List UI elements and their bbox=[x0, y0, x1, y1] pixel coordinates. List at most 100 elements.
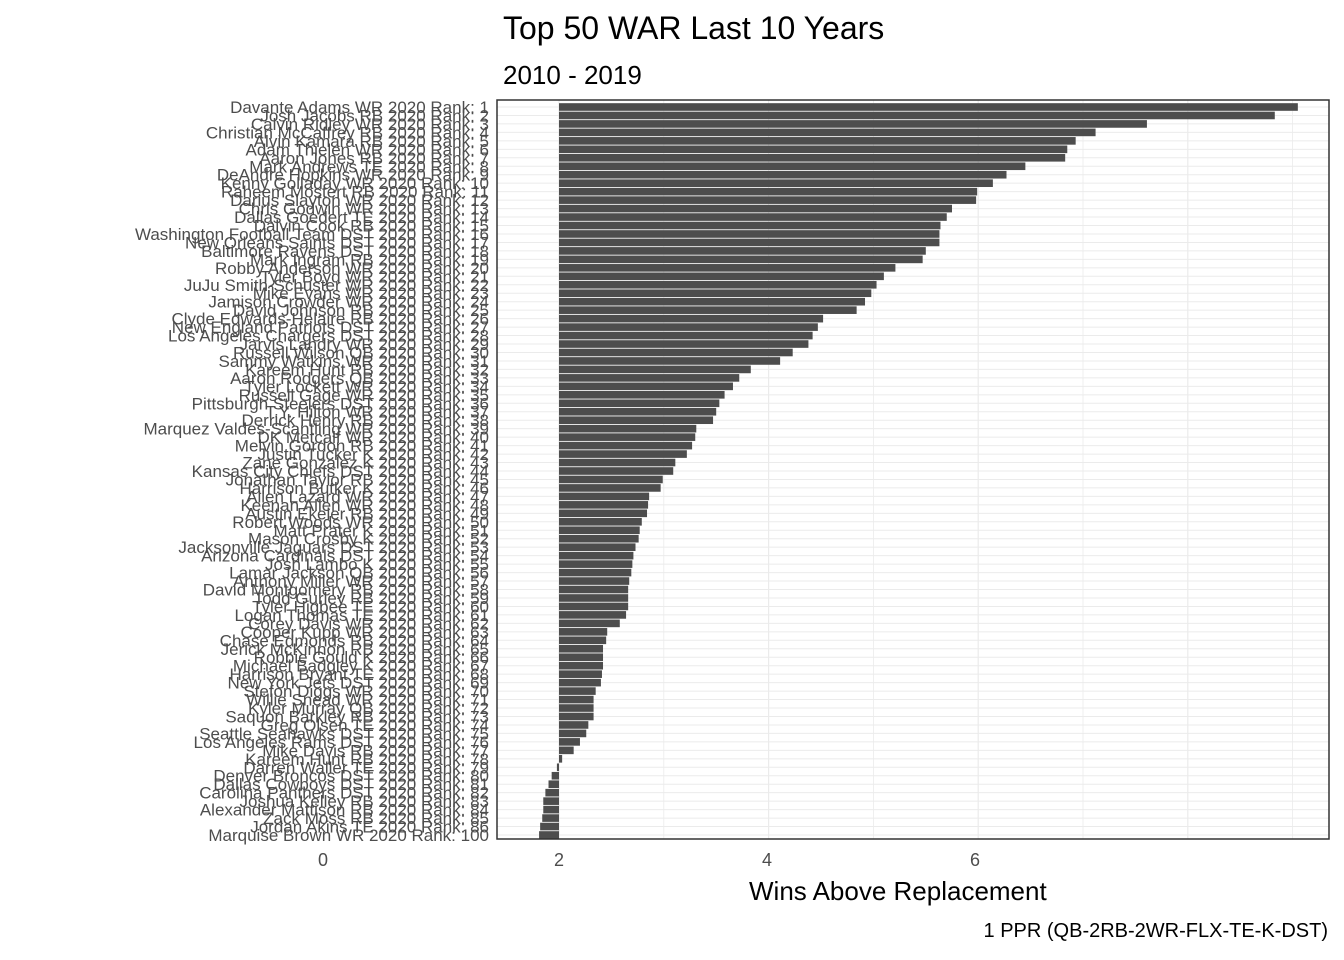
bar bbox=[559, 391, 725, 399]
y-tick-label: Joshua Kelley RB 2020 Rank: 83 bbox=[240, 792, 490, 811]
y-tick-label: David Montgomery RB 2020 Rank: 58 bbox=[203, 581, 489, 600]
y-tick-label: Jonathan Taylor RB 2020 Rank: 45 bbox=[226, 470, 489, 489]
bar bbox=[559, 280, 877, 289]
bar bbox=[543, 805, 559, 814]
y-tick-label: Alvin Kamara RB 2020 Rank: 5 bbox=[254, 132, 489, 151]
y-tick-label: Jamison Crowder WR 2020 Rank: 24 bbox=[208, 293, 489, 312]
y-tick-label: Baltimore Ravens DST 2020 Rank: 18 bbox=[201, 242, 489, 261]
y-tick-label: Washington Football Team DST 2020 Rank: … bbox=[135, 225, 489, 244]
y-tick-label: Mark Ingram RB 2020 Rank: 19 bbox=[250, 250, 489, 269]
bar bbox=[559, 755, 563, 763]
y-tick-label: T.Y. Hilton WR 2020 Rank: 37 bbox=[265, 403, 489, 422]
y-tick-label: Corey Davis WR 2020 Rank: 62 bbox=[248, 614, 489, 633]
bar bbox=[559, 230, 940, 238]
y-tick-label: Denver Broncos DST 2020 Rank: 80 bbox=[213, 767, 489, 786]
y-tick-label: Kareem Hunt RB 2020 Rank: 32 bbox=[245, 360, 489, 379]
y-tick-label: David Johnson RB 2020 Rank: 25 bbox=[233, 301, 489, 320]
bar bbox=[559, 433, 696, 441]
bar bbox=[556, 763, 559, 772]
y-tick-label: Josh Lambo K 2020 Rank: 55 bbox=[265, 555, 489, 574]
y-tick-label: Kareem Hunt RB 2020 Rank: 78 bbox=[245, 750, 489, 769]
bar bbox=[559, 644, 604, 653]
bar bbox=[559, 399, 720, 408]
y-tick-label: Tyler Boyd WR 2020 Rank: 21 bbox=[260, 267, 489, 286]
bar bbox=[542, 814, 559, 822]
bar bbox=[559, 467, 674, 475]
bar bbox=[559, 695, 594, 704]
y-tick-label: Robert Woods WR 2020 Rank: 50 bbox=[232, 513, 489, 532]
y-tick-label: Harrison Bryant TE 2020 Rank: 68 bbox=[229, 665, 489, 684]
bar bbox=[559, 526, 640, 535]
y-tick-label: Dallas Goedert TE 2020 Rank: 14 bbox=[234, 208, 489, 227]
bar bbox=[559, 264, 896, 272]
bar bbox=[559, 103, 1298, 111]
y-tick-label: Sammy Watkins WR 2020 Rank: 31 bbox=[218, 352, 489, 371]
y-tick-label: JuJu Smith-Schuster WR 2020 Rank: 22 bbox=[184, 276, 489, 295]
y-tick-label: Mike Davis RB 2020 Rank: 77 bbox=[262, 741, 489, 760]
bar bbox=[559, 492, 650, 501]
bar bbox=[559, 678, 601, 687]
y-tick-label: Tyler Higbee TE 2020 Rank: 60 bbox=[252, 597, 489, 616]
y-tick-label: Matt Prater K 2020 Rank: 51 bbox=[274, 521, 489, 540]
bar bbox=[559, 162, 1026, 171]
bar bbox=[559, 238, 940, 247]
y-tick-label: Derrick Henry RB 2020 Rank: 38 bbox=[241, 411, 489, 430]
bar bbox=[559, 628, 608, 636]
bar bbox=[559, 543, 636, 551]
bar bbox=[559, 611, 627, 619]
y-tick-label: Russell Wilson QB 2020 Rank: 30 bbox=[233, 343, 489, 362]
bar bbox=[539, 831, 559, 839]
y-tick-label: Chris Godwin WR 2020 Rank: 13 bbox=[239, 200, 489, 219]
y-tick-label: Los Angeles Chargers DST 2020 Rank: 28 bbox=[168, 327, 489, 346]
y-tick-label: Chase Edmonds RB 2020 Rank: 64 bbox=[220, 631, 489, 650]
y-tick-label: Cooper Kupp WR 2020 Rank: 63 bbox=[240, 623, 489, 642]
y-tick-label: Justin Tucker K 2020 Rank: 42 bbox=[257, 445, 489, 464]
y-tick-label: Keenan Allen WR 2020 Rank: 48 bbox=[240, 496, 489, 515]
y-tick-label: Logan Thomas TE 2020 Rank: 61 bbox=[234, 606, 489, 625]
bar bbox=[559, 170, 1007, 179]
bar bbox=[559, 145, 1068, 154]
y-tick-label: Kyler Murray QB 2020 Rank: 72 bbox=[248, 699, 489, 718]
y-tick-label: Tyler Lockett WR 2020 Rank: 34 bbox=[244, 377, 489, 396]
bar bbox=[559, 374, 740, 382]
bar bbox=[559, 636, 607, 645]
bar bbox=[559, 407, 717, 416]
y-tick-label: Zack Moss RB 2020 Rank: 85 bbox=[263, 809, 489, 828]
bar bbox=[559, 475, 663, 484]
bar bbox=[559, 534, 639, 543]
bar bbox=[559, 153, 1066, 162]
bar bbox=[559, 120, 1147, 128]
y-tick-label: Austin Ekeler RB 2020 Rank: 49 bbox=[245, 504, 489, 523]
y-tick-label: Pittsburgh Steelers DST 2020 Rank: 36 bbox=[192, 394, 489, 413]
chart-subtitle: 2010 - 2019 bbox=[503, 60, 642, 90]
bar bbox=[559, 221, 941, 230]
y-tick-label: Alexander Mattison RB 2020 Rank: 84 bbox=[200, 801, 489, 820]
y-tick-label: Adam Thielen WR 2020 Rank: 6 bbox=[246, 140, 489, 159]
y-tick-label: Jacksonville Jaguars DST 2020 Rank: 53 bbox=[178, 538, 489, 557]
bar bbox=[559, 306, 857, 314]
plot-panel-border bbox=[496, 99, 1330, 840]
y-tick-label: Seattle Seahawks DST 2020 Rank: 75 bbox=[199, 724, 489, 743]
bar bbox=[559, 585, 629, 594]
bar bbox=[559, 551, 634, 560]
bar bbox=[540, 822, 559, 831]
bar bbox=[559, 111, 1275, 120]
bar bbox=[559, 670, 602, 678]
bar bbox=[559, 340, 809, 348]
y-tick-label: Michael Badgley K 2020 Rank: 67 bbox=[233, 657, 489, 676]
bar bbox=[559, 577, 630, 585]
bar bbox=[559, 509, 648, 518]
y-tick-label: Robbie Gould K 2020 Rank: 66 bbox=[254, 648, 489, 667]
y-tick-label: Mason Crosby K 2020 Rank: 52 bbox=[248, 530, 489, 549]
bar bbox=[551, 771, 559, 780]
bar bbox=[559, 661, 604, 670]
y-tick-label: Dalvin Cook RB 2020 Rank: 15 bbox=[254, 217, 489, 236]
bar bbox=[559, 255, 923, 264]
y-tick-label: Kenny Golladay WR 2020 Rank: 10 bbox=[221, 174, 489, 193]
bar bbox=[548, 780, 559, 789]
bar bbox=[559, 187, 978, 196]
bar bbox=[559, 179, 993, 187]
bar bbox=[559, 204, 952, 213]
y-tick-label: Raheem Mostert RB 2020 Rank: 11 bbox=[221, 183, 489, 202]
bar bbox=[559, 501, 649, 509]
